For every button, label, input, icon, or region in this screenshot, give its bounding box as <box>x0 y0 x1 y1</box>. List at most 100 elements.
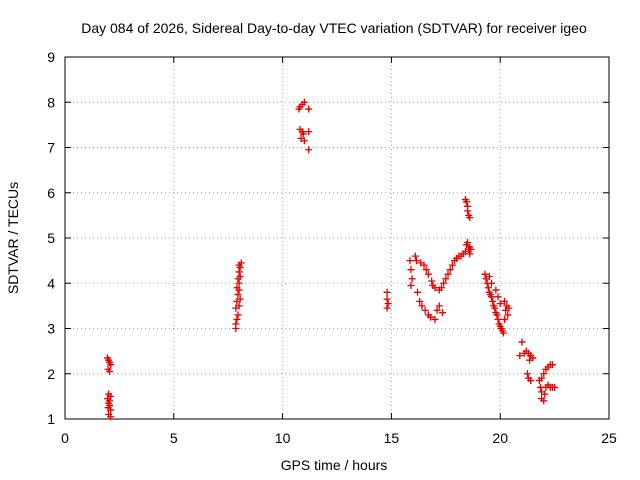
data-point <box>235 279 243 287</box>
data-point <box>541 390 549 398</box>
data-point <box>305 105 313 113</box>
data-point <box>481 270 489 278</box>
data-point <box>408 275 416 283</box>
data-point <box>467 245 475 253</box>
data-point <box>540 370 548 378</box>
data-point <box>305 128 313 136</box>
data-point <box>431 284 439 292</box>
data-point <box>501 315 509 323</box>
data-point <box>538 374 546 382</box>
data-point <box>442 275 450 283</box>
data-point <box>421 306 429 314</box>
data-point <box>489 297 497 305</box>
data-point <box>518 338 526 346</box>
data-point <box>466 214 474 222</box>
data-point <box>406 257 414 265</box>
data-point <box>496 300 504 308</box>
data-point <box>412 257 420 265</box>
data-point <box>418 302 426 310</box>
data-point <box>107 413 115 421</box>
data-point <box>235 302 243 310</box>
data-point <box>424 270 432 278</box>
data-point <box>300 137 308 145</box>
data-point <box>491 304 499 312</box>
data-point <box>548 361 556 369</box>
data-point <box>383 295 391 303</box>
data-point <box>527 377 535 385</box>
data-point <box>411 252 419 260</box>
x-tick-label: 5 <box>170 430 178 446</box>
x-tick-label: 25 <box>601 430 617 446</box>
data-point <box>551 383 559 391</box>
data-point <box>440 279 448 287</box>
data-point <box>494 315 502 323</box>
data-point <box>407 266 415 274</box>
data-point <box>107 361 115 369</box>
data-point <box>384 300 392 308</box>
data-point <box>232 320 240 328</box>
data-point <box>237 259 245 267</box>
data-point <box>464 207 472 215</box>
x-tick-label: 10 <box>275 430 291 446</box>
data-point <box>427 313 435 321</box>
data-point <box>234 291 242 299</box>
data-point <box>435 302 443 310</box>
data-point <box>499 329 507 337</box>
y-tick-label: 3 <box>47 321 55 337</box>
data-point <box>494 293 502 301</box>
data-point <box>407 282 415 290</box>
x-tick-label: 15 <box>384 430 400 446</box>
data-point <box>236 295 244 303</box>
data-point <box>444 270 452 278</box>
data-point <box>493 311 501 319</box>
data-point <box>505 304 513 312</box>
data-point <box>446 266 454 274</box>
data-point <box>233 315 241 323</box>
y-axis-label: SDTVAR / TECUs <box>5 182 21 294</box>
x-axis-label: GPS time / hours <box>281 457 388 473</box>
data-point <box>501 297 509 305</box>
data-point <box>233 284 241 292</box>
data-point <box>462 198 470 206</box>
data-point <box>106 367 114 375</box>
y-tick-label: 2 <box>47 366 55 382</box>
data-point <box>487 279 495 287</box>
data-point <box>422 266 430 274</box>
x-tick-label: 0 <box>61 430 69 446</box>
y-tick-label: 5 <box>47 230 55 246</box>
data-point <box>529 354 537 362</box>
data-point <box>299 130 307 138</box>
data-point <box>516 352 524 360</box>
data-point <box>437 284 445 292</box>
data-point <box>484 284 492 292</box>
grid <box>65 57 609 419</box>
data-point <box>236 272 244 280</box>
data-point <box>492 286 500 294</box>
y-tick-label: 9 <box>47 49 55 65</box>
data-point <box>383 288 391 296</box>
data-point <box>504 311 512 319</box>
data-point <box>487 293 495 301</box>
y-tick-label: 6 <box>47 185 55 201</box>
data-points <box>103 98 559 421</box>
data-point <box>464 239 472 247</box>
data-point <box>439 309 447 317</box>
y-tick-label: 8 <box>47 94 55 110</box>
data-point <box>107 406 115 414</box>
data-point <box>414 288 422 296</box>
chart-title: Day 084 of 2026, Sidereal Day-to-day VTE… <box>81 20 587 36</box>
data-point <box>295 105 303 113</box>
data-point <box>234 311 242 319</box>
x-tick-label: 20 <box>492 430 508 446</box>
data-point <box>383 304 391 312</box>
data-point <box>300 98 308 106</box>
y-tick-label: 1 <box>47 411 55 427</box>
data-point <box>466 250 474 258</box>
y-tick-label: 4 <box>47 275 55 291</box>
data-point <box>433 306 441 314</box>
data-point <box>431 315 439 323</box>
y-tick-label: 7 <box>47 140 55 156</box>
data-point <box>448 261 456 269</box>
data-point <box>420 261 428 269</box>
